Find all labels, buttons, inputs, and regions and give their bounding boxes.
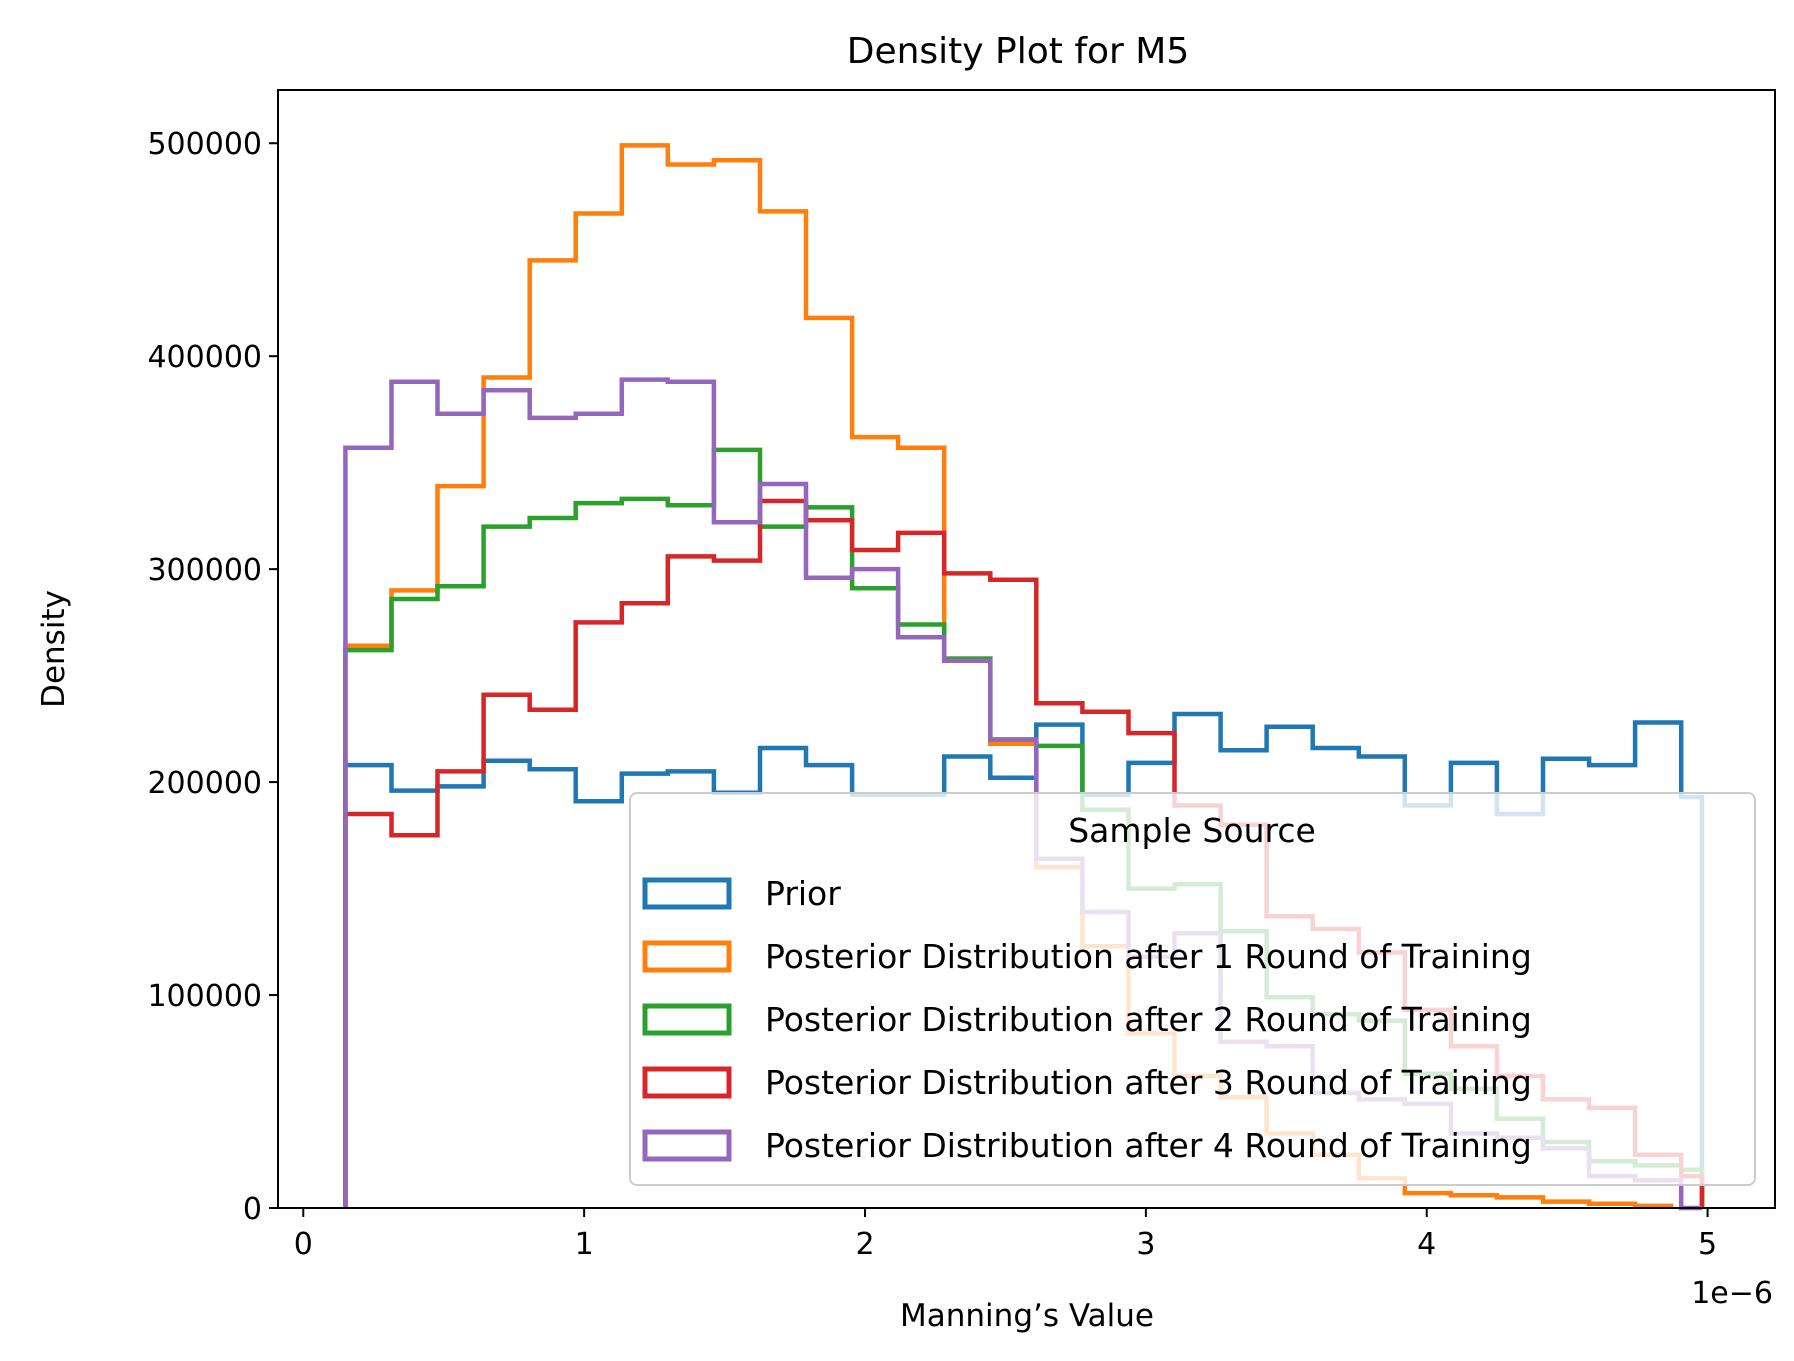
x-axis-offset-text: 1e−6 [1691,1276,1773,1311]
x-tick-label: 4 [1417,1227,1436,1262]
chart-title: Density Plot for M5 [847,31,1190,72]
legend-swatch-5 [642,1129,732,1162]
legend-label-5: Posterior Distribution after 4 Round of … [765,1126,1532,1165]
x-tick-label: 5 [1698,1227,1717,1262]
x-axis-label: Manning’s Value [900,1298,1154,1334]
legend-swatch-1 [642,877,732,910]
y-tick-label: 0 [243,1192,262,1227]
x-axis-ticks: 0 1 2 3 4 5 [294,1208,1717,1262]
x-tick-label: 2 [855,1227,874,1262]
legend: Sample Source Prior Posterior Distribution… [629,792,1756,1186]
x-tick-label: 3 [1136,1227,1155,1262]
y-tick-label: 500000 [147,127,262,162]
series-2-step-line [343,143,1674,1209]
y-tick-label: 200000 [147,766,262,801]
x-tick-label: 0 [294,1227,313,1262]
legend-title: Sample Source [1068,811,1316,850]
legend-swatch-3 [642,1003,732,1036]
legend-swatch-4 [642,1066,732,1099]
legend-label-3: Posterior Distribution after 2 Round of … [765,1000,1532,1039]
legend-swatch-2 [642,940,732,973]
x-tick-label: 1 [575,1227,594,1262]
legend-label-1: Prior [765,874,841,913]
legend-box [629,792,1756,1186]
y-tick-label: 300000 [147,553,262,588]
y-tick-label: 100000 [147,979,262,1014]
legend-label-2: Posterior Distribution after 1 Round of … [765,937,1532,976]
legend-label-4: Posterior Distribution after 3 Round of … [765,1063,1532,1102]
y-axis-label: Density [36,590,72,708]
y-tick-label: 400000 [147,340,262,375]
y-axis-ticks: 0 100000 200000 300000 400000 500000 [147,127,278,1227]
plot-frame [277,89,1776,1209]
